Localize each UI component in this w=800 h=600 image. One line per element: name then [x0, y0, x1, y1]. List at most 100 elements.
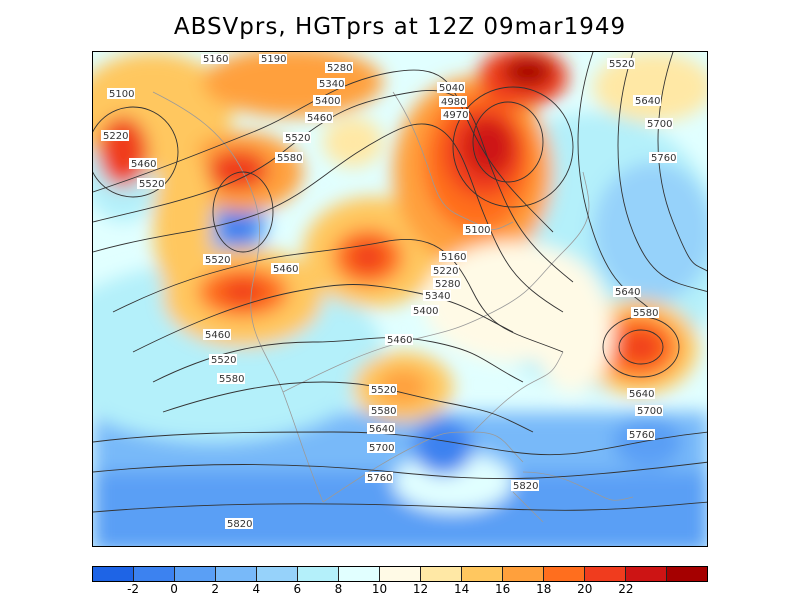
- svg-text:5400: 5400: [315, 96, 340, 107]
- svg-text:5520: 5520: [285, 133, 310, 144]
- contour-labels: 5100 5160 5190 5220 5280 5340 5400 5460 …: [101, 54, 677, 530]
- color-legend-tick-label: 2: [211, 582, 220, 596]
- contour-label-5820-sw: 5820: [225, 518, 253, 530]
- contour-label-5160: 5160: [201, 54, 229, 65]
- contour-label-5220-w: 5220: [101, 130, 129, 142]
- svg-text:5460: 5460: [205, 330, 230, 341]
- contour-label-5460-sw: 5460: [203, 329, 231, 341]
- contour-label-5580-sw: 5580: [217, 373, 245, 385]
- contour-label-5700-ne: 5700: [645, 118, 673, 130]
- color-legend-tick-label: 10: [371, 582, 388, 596]
- color-legend-swatch: [380, 567, 421, 581]
- contour-label-4970: 4970: [441, 109, 469, 121]
- contour-label-5340-c: 5340: [423, 290, 451, 302]
- svg-text:5640: 5640: [369, 424, 394, 435]
- map-title: ABSVprs, HGTprs at 12Z 09mar1949: [173, 14, 627, 40]
- svg-text:4980: 4980: [441, 97, 466, 108]
- svg-text:5100: 5100: [465, 225, 490, 236]
- svg-text:5190: 5190: [261, 54, 286, 65]
- color-legend-ticks: -2 0 2 4 6 8 10 12 14 16 18 20 22: [92, 582, 708, 598]
- contour-label-5520-mid: 5520: [203, 254, 231, 266]
- color-legend-tick-label: -2: [127, 582, 140, 596]
- contour-label-5340-n: 5340: [317, 78, 345, 90]
- contour-label-5460-c: 5460: [385, 334, 413, 346]
- contour-label-5460-w: 5460: [129, 158, 157, 170]
- svg-text:5040: 5040: [439, 83, 464, 94]
- coastlines: [152, 91, 634, 523]
- contour-label-5520-ne: 5520: [607, 58, 635, 70]
- svg-text:5340: 5340: [319, 79, 344, 90]
- svg-text:5220: 5220: [103, 131, 128, 142]
- color-legend-tick-label: 6: [293, 582, 302, 596]
- color-legend-tick-label: 18: [536, 582, 552, 596]
- contour-label-5040: 5040: [437, 82, 465, 94]
- svg-text:5280: 5280: [435, 279, 460, 290]
- svg-text:5760: 5760: [629, 430, 654, 441]
- color-legend-swatch: [257, 567, 298, 581]
- contour-label-5640-e: 5640: [613, 286, 641, 298]
- svg-text:5160: 5160: [441, 252, 466, 263]
- vorticity-map: 5100 5160 5190 5220 5280 5340 5400 5460 …: [93, 52, 707, 546]
- contour-label-5520-sw: 5520: [209, 354, 237, 366]
- contour-label-5400-n: 5400: [313, 95, 341, 107]
- contour-label-5520-s: 5520: [369, 384, 397, 396]
- contour-label-5100-c: 5100: [463, 224, 491, 236]
- contour-label-5220-c: 5220: [431, 265, 459, 277]
- svg-text:5460: 5460: [131, 159, 156, 170]
- svg-text:5460: 5460: [273, 264, 298, 275]
- svg-text:5400: 5400: [413, 306, 438, 317]
- svg-text:5820: 5820: [513, 481, 538, 492]
- contour-label-5460-n: 5460: [305, 112, 333, 124]
- contour-label-5640-s: 5640: [367, 423, 395, 435]
- color-legend-swatch: [544, 567, 585, 581]
- color-legend-tick-label: 20: [577, 582, 593, 596]
- svg-text:5580: 5580: [371, 406, 396, 417]
- svg-text:4970: 4970: [443, 110, 468, 121]
- svg-text:5580: 5580: [633, 308, 658, 319]
- contour-label-5520-w: 5520: [137, 178, 165, 190]
- color-legend-swatch: [421, 567, 462, 581]
- contour-label-5700-s: 5700: [367, 442, 395, 454]
- svg-text:5460: 5460: [387, 335, 412, 346]
- contour-label-5280-c: 5280: [433, 278, 461, 290]
- contour-label-5700-se: 5700: [635, 405, 663, 417]
- contour-label-5760-s: 5760: [365, 472, 393, 484]
- contour-label-5640-se: 5640: [627, 388, 655, 400]
- svg-text:5580: 5580: [277, 153, 302, 164]
- contour-label-5580-nw: 5580: [275, 152, 303, 164]
- svg-text:5100: 5100: [109, 89, 134, 100]
- svg-text:5220: 5220: [433, 266, 458, 277]
- svg-text:5640: 5640: [615, 287, 640, 298]
- color-legend-swatch: [503, 567, 544, 581]
- contour-label-5400-c: 5400: [411, 305, 439, 317]
- contour-label-5520-n: 5520: [283, 132, 311, 144]
- contour-label-5760-se: 5760: [627, 429, 655, 441]
- contour-label-5280-nw: 5280: [325, 62, 353, 74]
- svg-text:5580: 5580: [219, 374, 244, 385]
- color-legend-swatch: [339, 567, 380, 581]
- contour-label-5580-s: 5580: [369, 405, 397, 417]
- svg-text:5700: 5700: [647, 119, 672, 130]
- height-contours: [93, 52, 707, 513]
- color-legend-swatch: [585, 567, 626, 581]
- svg-text:5280: 5280: [327, 63, 352, 74]
- color-legend-swatch: [134, 567, 175, 581]
- svg-text:5820: 5820: [227, 519, 252, 530]
- contour-label-5100-nw: 5100: [107, 88, 135, 100]
- color-legend-tick-label: 12: [412, 582, 429, 596]
- color-legend-swatch: [462, 567, 503, 581]
- svg-text:5520: 5520: [139, 179, 164, 190]
- color-legend-swatch: [216, 567, 257, 581]
- color-legend-swatch: [93, 567, 134, 581]
- color-legend-tick-label: 8: [334, 582, 343, 596]
- svg-text:5700: 5700: [369, 443, 394, 454]
- contour-label-5190: 5190: [259, 54, 287, 65]
- contour-label-5760-ne: 5760: [649, 152, 677, 164]
- svg-text:5520: 5520: [371, 385, 396, 396]
- color-legend-swatch: [175, 567, 216, 581]
- svg-text:5520: 5520: [205, 255, 230, 266]
- color-legend-tick-label: 22: [618, 582, 634, 596]
- svg-text:5520: 5520: [211, 355, 236, 366]
- color-legend-bar: [92, 566, 708, 582]
- color-legend-swatch: [667, 567, 707, 581]
